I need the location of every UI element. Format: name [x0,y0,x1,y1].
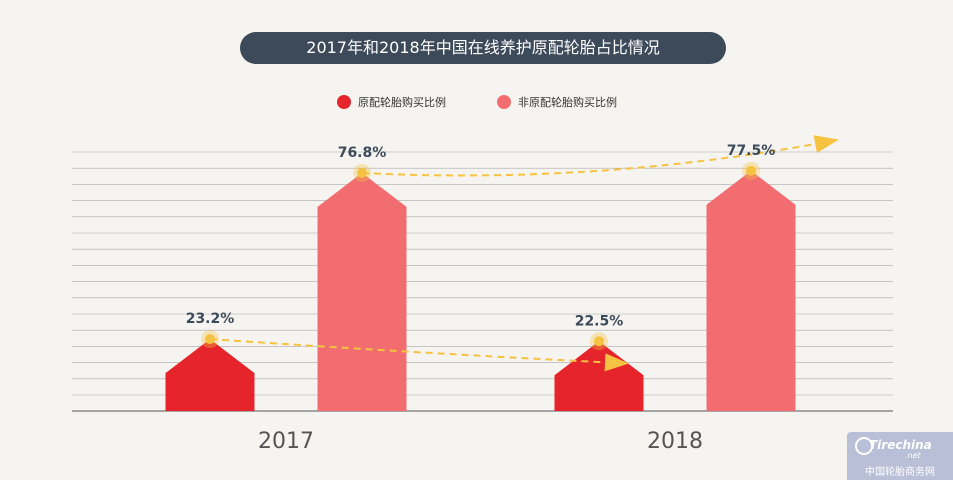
data-label: 76.8% [338,145,387,161]
bar-2017-non-original [317,172,407,411]
watermark: Tirechina .net 中国轮胎商务网 [847,432,953,480]
trend-arrows [209,135,839,372]
trend-arrow-non-original-head [813,135,839,153]
legend-item-original: 原配轮胎购买比例 [337,94,446,110]
tip-point [746,165,756,176]
x-axis-ticks: 2017 2018 [258,429,703,454]
bar-2018-original [554,341,644,411]
legend-swatch-non-original [497,95,511,109]
data-labels: 23.2% 76.8% 22.5% 77.5% [186,143,776,330]
bars [165,161,796,411]
legend-item-non-original: 非原配轮胎购买比例 [497,94,617,110]
trend-arrow-original [209,338,624,365]
x-tick-label: 2017 [258,429,314,454]
trend-arrow-non-original [361,139,834,177]
legend-label-non-original: 非原配轮胎购买比例 [518,96,617,109]
legend-swatch-original [337,95,351,109]
legend-label-original: 原配轮胎购买比例 [358,96,446,109]
legend: 原配轮胎购买比例 非原配轮胎购买比例 [0,94,953,114]
data-label: 22.5% [575,313,624,329]
x-tick-label: 2018 [647,429,703,454]
tip-point [594,336,604,347]
data-label: 77.5% [727,143,776,159]
bar-2017-original [165,339,255,411]
tirechina-logo-icon [855,437,873,455]
bar-2018-non-original [706,170,796,411]
chart-title: 2017年和2018年中国在线养护原配轮胎占比情况 [240,32,726,64]
watermark-text: 中国轮胎商务网 [865,467,935,478]
watermark-logo: Tirechina [869,438,932,452]
trend-arrow-original-head [604,353,629,372]
data-label: 23.2% [186,311,235,327]
watermark-logo-sub: .net [905,451,921,460]
